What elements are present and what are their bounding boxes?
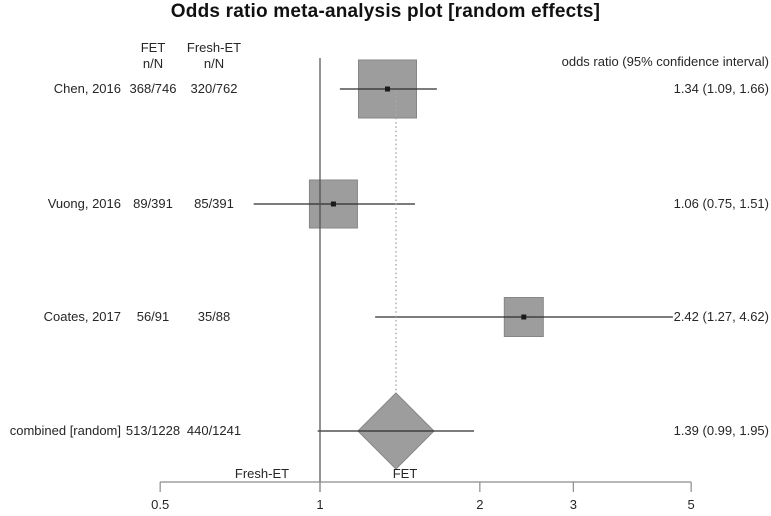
- labels-layer: FET n/N Fresh-ET n/N odds ratio (95% con…: [10, 40, 769, 481]
- col-subheader-fet-nn: n/N: [143, 56, 163, 71]
- effect-column-header: odds ratio (95% confidence interval): [562, 54, 769, 69]
- chart-title: Odds ratio meta-analysis plot [random ef…: [170, 1, 601, 22]
- study-point-marker: [521, 314, 527, 320]
- axis-region-label-left: Fresh-ET: [235, 466, 289, 481]
- study-label: Chen, 2016: [54, 81, 121, 96]
- combined-label: combined [random]: [10, 423, 121, 438]
- x-axis-tick-label: 5: [688, 497, 695, 512]
- study-g1-nn: 368/746: [130, 81, 177, 96]
- col-subheader-freshet-nn: n/N: [204, 56, 224, 71]
- combined-effect: 1.39 (0.99, 1.95): [674, 423, 769, 438]
- study-effect: 1.06 (0.75, 1.51): [674, 196, 769, 211]
- x-axis-tick-label: 3: [570, 497, 577, 512]
- col-header-freshet: Fresh-ET: [187, 40, 241, 55]
- study-g2-nn: 320/762: [191, 81, 238, 96]
- study-effect: 2.42 (1.27, 4.62): [674, 309, 769, 324]
- study-g2-nn: 35/88: [198, 309, 231, 324]
- markers-layer: [308, 59, 544, 470]
- study-point-marker: [330, 201, 336, 207]
- study-g1-nn: 89/391: [133, 196, 173, 211]
- axis-region-label-right: FET: [393, 466, 418, 481]
- combined-g2-nn: 440/1241: [187, 423, 241, 438]
- x-axis-tick-label: 1: [316, 497, 323, 512]
- study-g2-nn: 85/391: [194, 196, 234, 211]
- col-header-fet: FET: [141, 40, 166, 55]
- study-effect: 1.34 (1.09, 1.66): [674, 81, 769, 96]
- study-label: Vuong, 2016: [48, 196, 121, 211]
- study-point-marker: [384, 86, 390, 92]
- study-label: Coates, 2017: [44, 309, 121, 324]
- x-axis-tick-label: 2: [476, 497, 483, 512]
- lines-layer: [253, 58, 673, 492]
- combined-g1-nn: 513/1228: [126, 423, 180, 438]
- study-g1-nn: 56/91: [137, 309, 170, 324]
- x-axis-tick-label: 0.5: [151, 497, 169, 512]
- dots-layer: [330, 86, 527, 320]
- axis-layer: 0.5 1 2 3 5: [151, 481, 695, 512]
